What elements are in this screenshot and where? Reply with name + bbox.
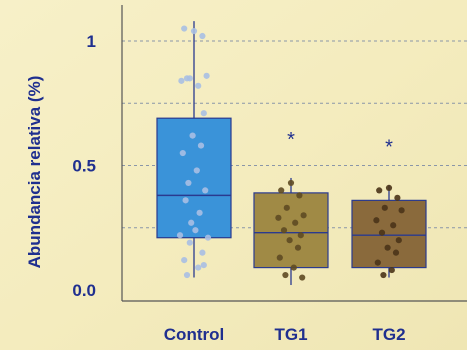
data-point <box>186 239 193 246</box>
x-category-label: TG1 <box>274 325 307 344</box>
data-point <box>204 234 212 241</box>
labels: 0.0 0.5 1 Abundancia relativa (%) Control * TG… <box>25 32 406 344</box>
data-point <box>200 110 207 117</box>
data-point <box>373 217 380 224</box>
significance-marker: * <box>287 129 295 151</box>
boxes <box>156 21 427 286</box>
data-point <box>197 142 205 149</box>
data-point <box>199 32 206 40</box>
data-point <box>183 271 191 279</box>
box <box>351 199 427 269</box>
y-tick-label: 0.0 <box>72 281 96 300</box>
x-category-label: Control <box>164 325 224 344</box>
data-point <box>181 257 188 264</box>
data-point <box>381 204 388 211</box>
data-point <box>195 82 202 89</box>
x-category-label: TG2 <box>372 325 405 344</box>
data-point <box>280 227 288 234</box>
data-point <box>378 229 386 236</box>
data-point <box>287 179 295 187</box>
data-point <box>297 232 304 239</box>
data-point <box>203 72 210 79</box>
axes <box>121 5 467 302</box>
data-point <box>188 219 195 226</box>
data-point <box>278 187 285 194</box>
data-point <box>300 212 307 219</box>
data-point <box>178 77 185 84</box>
data-point <box>183 75 191 82</box>
data-point <box>176 232 184 239</box>
data-points <box>176 25 405 281</box>
data-point <box>374 259 381 266</box>
data-point <box>294 244 302 251</box>
data-point <box>380 271 387 279</box>
data-point <box>195 264 202 271</box>
data-point <box>398 207 405 214</box>
data-point <box>192 227 199 234</box>
data-point <box>182 197 189 204</box>
data-point <box>200 262 207 269</box>
data-point <box>296 192 303 199</box>
data-point <box>196 209 203 216</box>
data-point <box>283 204 290 211</box>
y-tick-label: 1 <box>87 32 96 51</box>
data-point <box>193 167 200 174</box>
data-point <box>202 187 209 194</box>
data-point <box>395 237 402 244</box>
data-point <box>181 25 188 32</box>
data-point <box>292 219 299 226</box>
data-point <box>390 222 397 229</box>
data-point <box>290 264 297 271</box>
data-point <box>179 149 186 157</box>
data-point <box>392 249 400 256</box>
data-point <box>376 187 383 194</box>
data-point <box>388 266 395 274</box>
data-point <box>299 274 306 281</box>
data-point <box>384 244 391 251</box>
data-point <box>286 237 293 244</box>
data-point <box>275 214 282 221</box>
data-point <box>199 249 206 256</box>
data-point <box>189 132 196 139</box>
y-tick-label: 0.5 <box>72 157 96 176</box>
data-point <box>190 27 198 35</box>
data-point <box>282 271 289 279</box>
y-axis-title: Abundancia relativa (%) <box>25 76 44 269</box>
data-point <box>394 194 401 201</box>
data-point <box>385 184 393 192</box>
data-point <box>185 179 192 187</box>
box <box>253 192 329 269</box>
data-point <box>276 254 283 261</box>
significance-marker: * <box>385 136 393 158</box>
